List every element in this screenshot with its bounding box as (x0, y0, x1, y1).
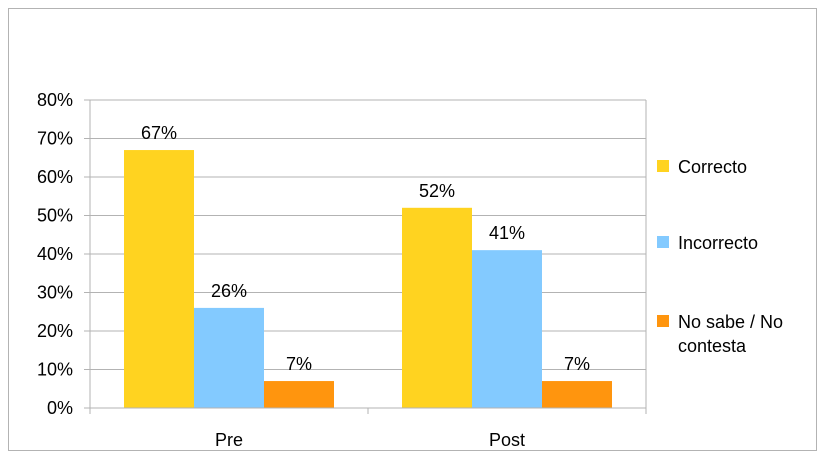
y-tick-label: 40% (37, 244, 73, 264)
legend-swatch (657, 236, 669, 248)
y-tick-label: 50% (37, 206, 73, 226)
legend: Correcto Incorrecto No sabe / No contesta (657, 157, 783, 356)
legend-swatch (657, 315, 669, 327)
y-tick-label: 60% (37, 167, 73, 187)
bar (194, 307, 264, 408)
y-tick-label: 20% (37, 321, 73, 341)
bars (124, 150, 612, 409)
bar (264, 381, 334, 408)
y-tick-label: 80% (37, 90, 73, 110)
bar (472, 250, 542, 408)
axes (84, 99, 647, 414)
x-category-label: Pre (215, 430, 243, 450)
data-label: 7% (286, 354, 312, 374)
y-tick-label: 70% (37, 129, 73, 149)
bar (124, 150, 194, 409)
legend-label: Correcto (678, 157, 747, 177)
data-label: 7% (564, 354, 590, 374)
data-label: 26% (211, 281, 247, 301)
bar (402, 207, 472, 408)
y-tick-label: 30% (37, 283, 73, 303)
data-label: 52% (419, 181, 455, 201)
legend-label: contesta (678, 336, 747, 356)
y-tick-label: 10% (37, 360, 73, 380)
labels: 0% 10% 20% 30% 40% 50% 60% 70% 80% Pre 67% 26% 7% Pos… (37, 90, 590, 450)
legend-label: Incorrecto (678, 233, 758, 253)
legend-swatch (657, 160, 669, 172)
bar (542, 381, 612, 408)
data-label: 41% (489, 223, 525, 243)
x-category-label: Post (489, 430, 525, 450)
data-label: 67% (141, 123, 177, 143)
legend-label: No sabe / No (678, 312, 783, 332)
y-tick-label: 0% (47, 398, 73, 418)
